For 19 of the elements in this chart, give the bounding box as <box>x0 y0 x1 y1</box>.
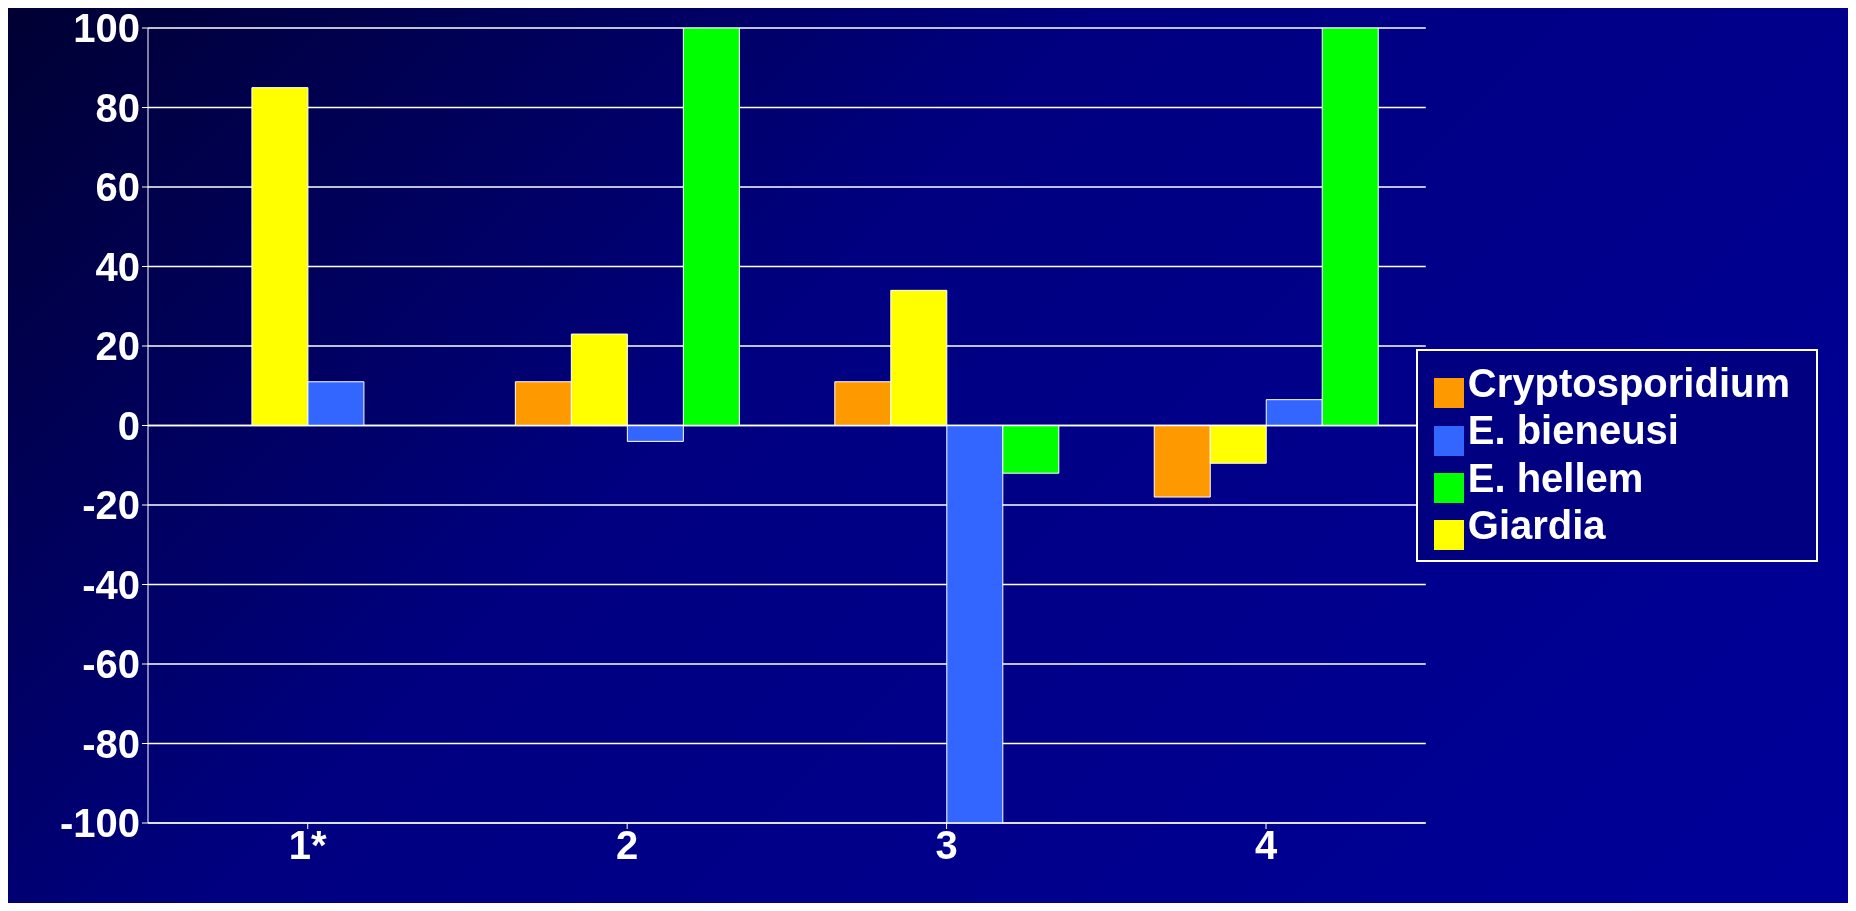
legend-label: E. hellem <box>1467 455 1644 500</box>
y-tick-label: 80 <box>95 85 140 130</box>
y-tick-label: -60 <box>82 642 140 687</box>
x-tick-label: 4 <box>1254 823 1278 868</box>
x-tick-label: 2 <box>616 823 639 868</box>
x-tick-label: 1* <box>288 823 328 868</box>
y-tick-label: -20 <box>82 483 140 528</box>
y-tick-label: -100 <box>59 801 140 846</box>
legend-label: Giardia <box>1467 502 1606 547</box>
y-tick-label: -40 <box>82 562 140 607</box>
legend-label: E. bieneusi <box>1467 408 1679 453</box>
y-tick-label: 40 <box>95 244 140 289</box>
y-tick-label: 60 <box>95 165 140 210</box>
y-tick-label: 100 <box>73 6 140 51</box>
legend-label: Cryptosporidium <box>1467 360 1790 405</box>
x-tick-label: 3 <box>935 823 958 868</box>
y-tick-label: -80 <box>82 721 140 766</box>
y-tick-label: 20 <box>95 324 140 369</box>
y-tick-label: 0 <box>117 403 140 448</box>
